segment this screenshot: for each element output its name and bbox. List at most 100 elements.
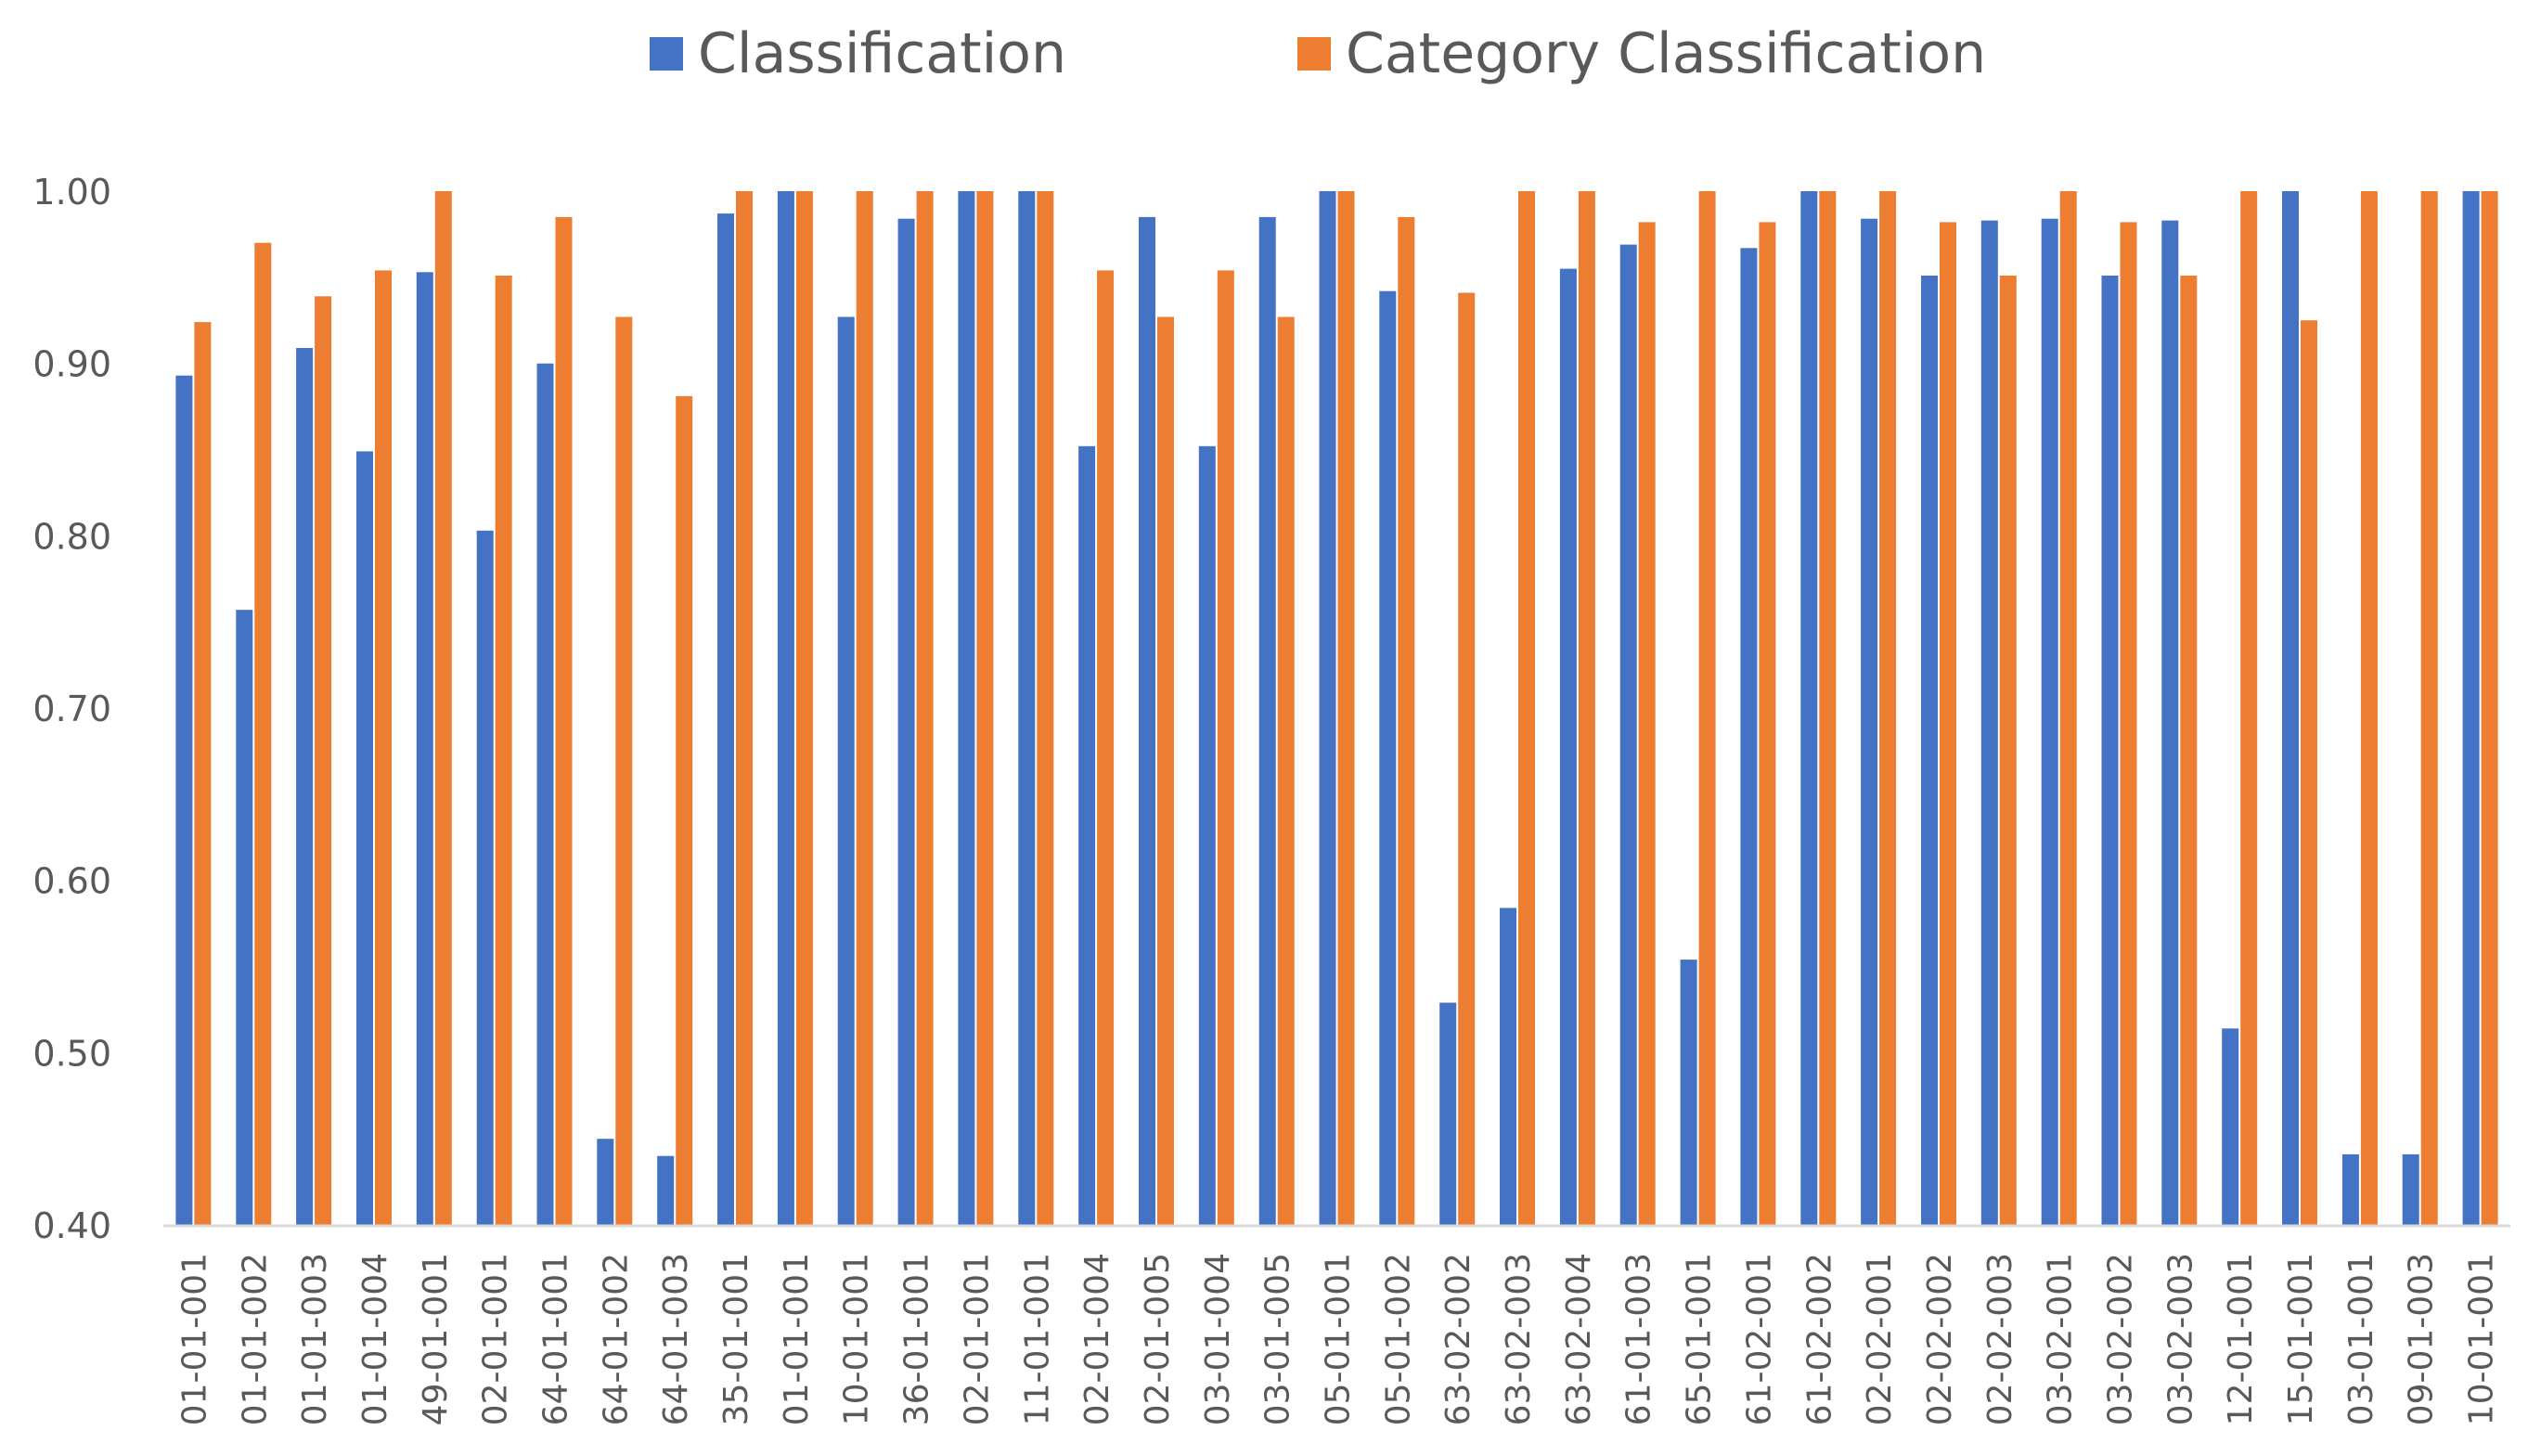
x-tick-label: 02-02-003 [1981,1253,2019,1425]
bar-classification [2041,218,2058,1226]
y-tick-label: 0.40 [32,1205,111,1246]
x-tick-label: 63-02-002 [1439,1253,1477,1425]
legend-label-category-classification: Category Classification [1346,21,1987,86]
bar-classification [2341,1153,2359,1225]
bar-category-classification [1217,270,1234,1225]
x-tick-label: 12-01-001 [2222,1253,2260,1425]
bar-category-classification [1999,276,2017,1225]
bar-category-classification [2420,191,2438,1225]
bar-classification [777,191,794,1225]
bar-classification [2222,1028,2239,1225]
bar-classification [1861,218,1878,1226]
x-tick-label: 10-01-001 [2463,1253,2501,1425]
bar-classification [1379,290,1397,1225]
bar-classification [1078,445,1096,1225]
bar-classification [1139,216,1155,1225]
bar-category-classification [1578,191,1595,1225]
bar-category-classification [315,296,332,1225]
bar-classification [356,451,373,1225]
legend-label-classification: Classification [698,21,1067,86]
bar-classification [1258,216,1276,1225]
bar-classification [1740,248,1758,1225]
x-tick-label: 35-01-001 [717,1253,755,1425]
bar-classification [1018,191,1036,1225]
bar-classification [2101,276,2119,1225]
bar-category-classification [976,191,994,1225]
y-tick-label: 1.00 [32,172,111,213]
bar-category-classification [555,216,573,1225]
x-tick-label: 03-02-002 [2102,1253,2140,1425]
bar-classification [1559,268,1577,1226]
bar-category-classification [1759,222,1776,1225]
bar-category-classification [676,395,693,1225]
legend-item-classification: Classification [650,17,1066,91]
x-tick-label: 61-02-002 [1800,1253,1838,1425]
bar-category-classification [434,191,452,1225]
x-tick-label: 49-01-001 [417,1253,455,1425]
bar-classification [2282,191,2299,1225]
x-tick-label: 01-01-001 [778,1253,816,1425]
x-tick-label: 01-01-001 [175,1253,213,1425]
x-tick-label: 03-01-004 [1199,1253,1237,1425]
bar-category-classification [1638,222,1656,1225]
bar-category-classification [375,270,392,1225]
y-tick-label: 0.70 [32,689,111,729]
bar-category-classification [736,191,753,1225]
bar-classification [958,191,975,1225]
bar-category-classification [2481,191,2498,1225]
x-tick-label: 02-01-005 [1139,1253,1177,1425]
x-tick-label: 63-02-004 [1560,1253,1598,1425]
bar-category-classification [1097,270,1115,1225]
bar-category-classification [1879,191,1897,1225]
x-tick-label: 64-01-002 [597,1253,635,1425]
bar-category-classification [254,242,272,1226]
bar-classification [597,1139,614,1225]
x-tick-label: 02-02-002 [1921,1253,1959,1425]
bar-category-classification [1037,191,1054,1225]
x-tick-label: 10-01-001 [838,1253,876,1425]
bar-category-classification [2180,276,2198,1225]
x-tick-label: 15-01-001 [2282,1253,2320,1425]
bar-category-classification [1157,316,1174,1225]
bar-category-classification [2360,191,2378,1225]
bar-category-classification [2059,191,2077,1225]
bar-category-classification [194,322,212,1226]
bar-classification [1439,1002,1457,1225]
bar-classification [416,272,433,1225]
x-tick-label: 05-01-001 [1320,1253,1358,1425]
x-tick-label: 61-02-001 [1740,1253,1778,1425]
y-tick-label: 0.90 [32,344,111,385]
x-tick-label: 36-01-001 [898,1253,936,1425]
bar-classification [2462,191,2480,1225]
bar-classification [1319,191,1336,1225]
bar-classification [657,1155,675,1225]
bar-category-classification [1819,191,1837,1225]
bar-category-classification [795,191,813,1225]
bar-classification [296,348,314,1225]
x-tick-label: 11-01-001 [1018,1253,1056,1425]
bar-classification [1198,445,1216,1225]
x-tick-label: 03-01-005 [1259,1253,1297,1425]
bar-classification [2402,1153,2419,1225]
bar-category-classification [1337,191,1355,1225]
bar-category-classification [495,276,512,1225]
bar-category-classification [1277,316,1295,1225]
bar-classification [175,375,193,1225]
bar-category-classification [916,191,934,1225]
bar-category-classification [1518,191,1535,1225]
bar-classification [1680,960,1697,1225]
legend: Classification Category Classification [0,17,2528,91]
x-tick-label: 01-01-002 [236,1253,274,1425]
bar-category-classification [1940,222,1956,1225]
bar-classification [837,316,855,1225]
x-tick-label: 02-01-001 [958,1253,996,1425]
x-tick-label: 02-02-001 [1861,1253,1899,1425]
x-tick-label: 09-01-003 [2403,1253,2441,1425]
x-tick-label: 05-01-002 [1379,1253,1417,1425]
bar-category-classification [1398,216,1415,1225]
x-tick-label: 02-01-001 [477,1253,515,1425]
bar-classification [717,213,734,1226]
x-tick-label: 65-01-001 [1681,1253,1719,1425]
x-tick-label: 61-01-003 [1620,1253,1658,1425]
